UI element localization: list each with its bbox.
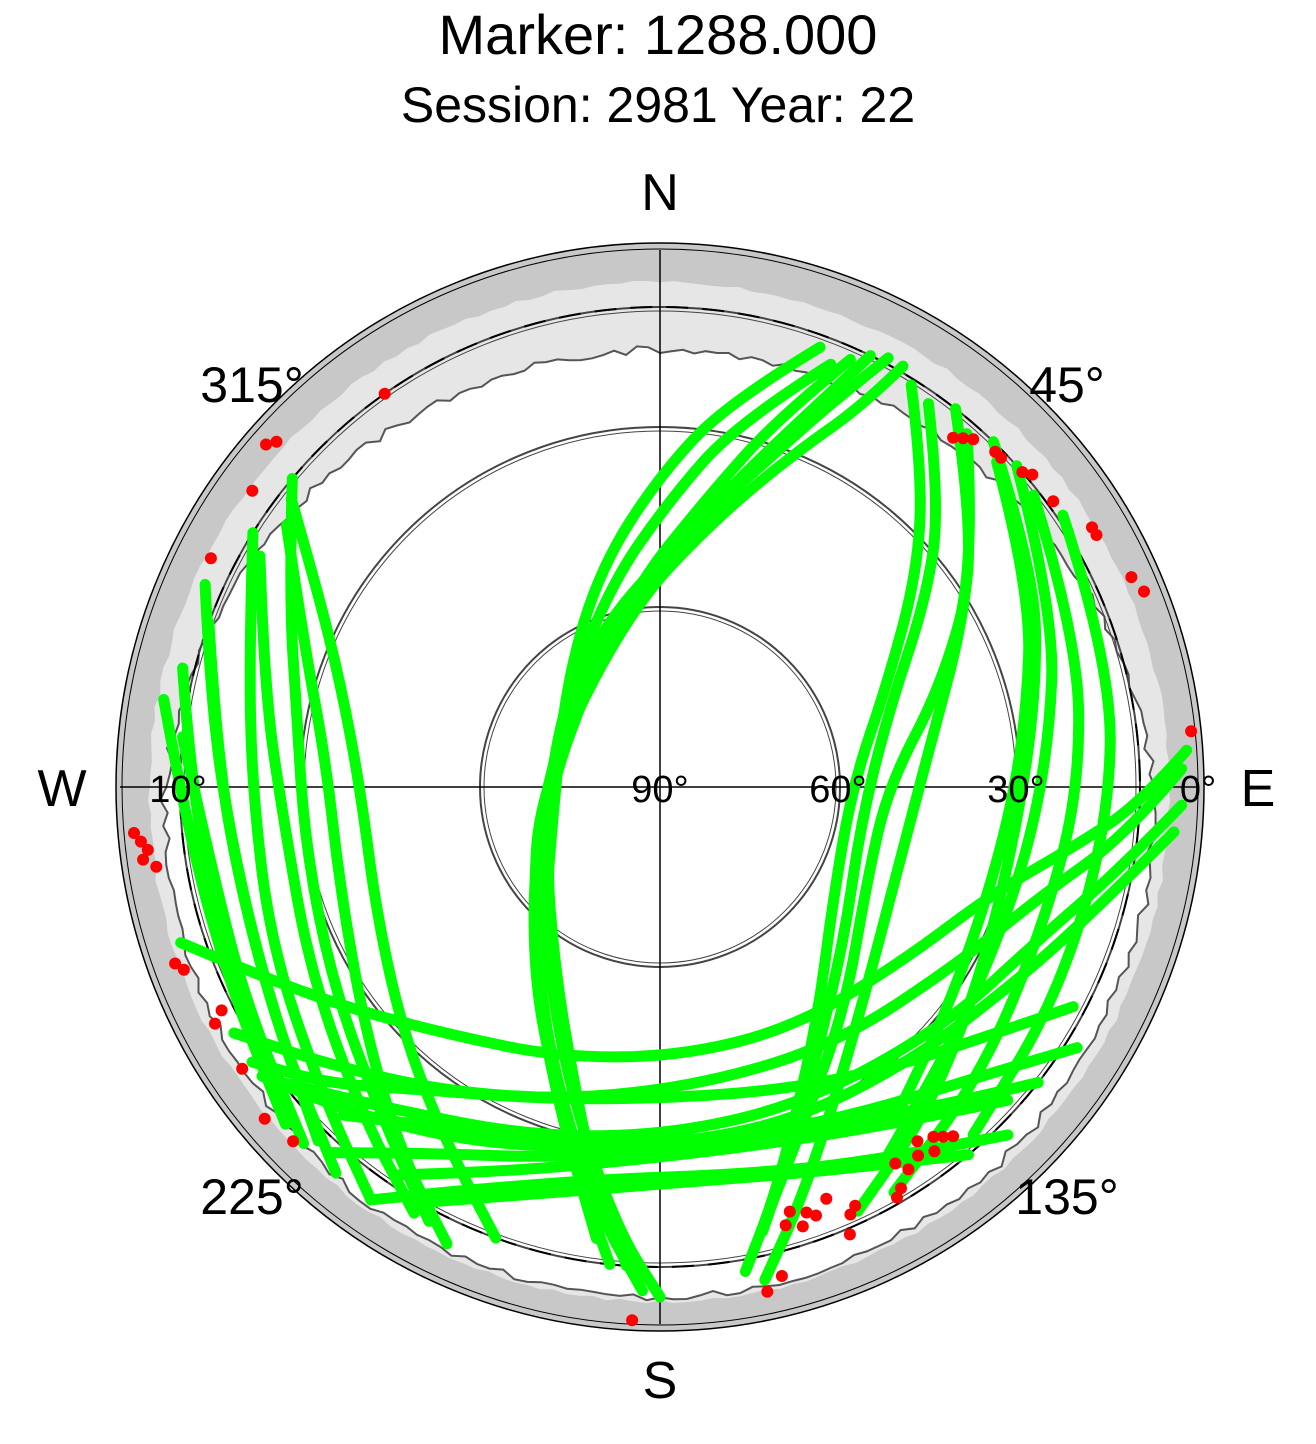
flagged-point-11 bbox=[1138, 585, 1150, 598]
elevation-label-0: 0° bbox=[1180, 769, 1216, 811]
flagged-point-39 bbox=[150, 860, 163, 873]
flagged-point-26 bbox=[783, 1205, 796, 1218]
satellite-track-20 bbox=[285, 473, 435, 1227]
flagged-point-7 bbox=[1047, 495, 1060, 508]
azimuth-label-315: 315° bbox=[200, 357, 303, 413]
flagged-point-28 bbox=[820, 1192, 833, 1205]
flagged-point-22 bbox=[891, 1191, 903, 1204]
elevation-label-30: 30° bbox=[987, 769, 1044, 811]
satellite-track-27 bbox=[158, 694, 291, 1130]
satellite-track-29 bbox=[246, 1001, 1079, 1105]
flagged-point-46 bbox=[287, 1135, 300, 1148]
flagged-point-33 bbox=[761, 1285, 774, 1298]
flagged-point-35 bbox=[128, 827, 140, 839]
elevation-label-90: 90° bbox=[631, 769, 688, 811]
west-label: W bbox=[37, 760, 86, 818]
satellite-track-11 bbox=[888, 456, 1035, 1127]
flagged-point-23 bbox=[810, 1209, 822, 1222]
satellite-tracks bbox=[158, 341, 1193, 1303]
flagged-point-37 bbox=[141, 843, 154, 856]
flagged-point-4 bbox=[995, 451, 1007, 464]
azimuth-label-135: 135° bbox=[1015, 1169, 1118, 1225]
flagged-point-29 bbox=[849, 1199, 862, 1212]
flagged-point-14 bbox=[937, 1130, 950, 1143]
chart-title: Marker: 1288.000 bbox=[438, 3, 878, 66]
flagged-point-43 bbox=[209, 1017, 221, 1030]
flagged-point-40 bbox=[169, 957, 182, 970]
flagged-point-48 bbox=[260, 438, 272, 451]
flagged-point-2 bbox=[947, 431, 960, 444]
flagged-point-25 bbox=[796, 1220, 809, 1233]
flagged-point-41 bbox=[177, 963, 190, 976]
flagged-point-47 bbox=[270, 435, 283, 448]
flagged-point-18 bbox=[912, 1149, 925, 1162]
flagged-point-32 bbox=[775, 1270, 788, 1282]
flagged-point-20 bbox=[889, 1157, 902, 1170]
azimuth-label-45: 45° bbox=[1029, 357, 1105, 413]
flagged-point-38 bbox=[137, 853, 150, 866]
flagged-point-15 bbox=[927, 1130, 940, 1143]
flagged-point-45 bbox=[258, 1112, 271, 1125]
flagged-point-42 bbox=[215, 1004, 228, 1017]
flagged-point-24 bbox=[800, 1206, 813, 1219]
satellite-track-31 bbox=[325, 1077, 1044, 1162]
flagged-point-5 bbox=[1016, 466, 1029, 479]
satellite-track-21 bbox=[281, 519, 453, 1250]
flagged-point-31 bbox=[843, 1228, 856, 1241]
flagged-points bbox=[128, 387, 1198, 1327]
satellite-track-9 bbox=[766, 428, 975, 1210]
azimuth-label-225: 225° bbox=[200, 1169, 303, 1225]
elevation-label-10: 10° bbox=[149, 769, 206, 811]
flagged-point-6 bbox=[1026, 468, 1039, 481]
flagged-point-19 bbox=[902, 1163, 915, 1176]
satellite-track-19 bbox=[285, 493, 502, 1244]
plot-labels: N S W E 45° 135° 225° 315° 0° 30° 60° 90… bbox=[37, 164, 1275, 1410]
flagged-point-13 bbox=[947, 1130, 960, 1143]
satellite-track-25 bbox=[203, 617, 342, 1179]
flagged-point-17 bbox=[911, 1135, 924, 1148]
east-label: E bbox=[1241, 760, 1276, 818]
flagged-point-1 bbox=[967, 433, 980, 446]
flagged-point-36 bbox=[134, 835, 147, 848]
satellite-track-10 bbox=[852, 436, 1042, 1217]
flagged-point-27 bbox=[779, 1219, 792, 1232]
flagged-point-0 bbox=[957, 432, 970, 445]
satellite-track-34 bbox=[414, 1149, 974, 1209]
satellite-track-33 bbox=[365, 1129, 1014, 1206]
flagged-point-12 bbox=[1185, 725, 1198, 738]
flagged-point-34 bbox=[626, 1314, 639, 1327]
south-label: S bbox=[643, 1352, 678, 1410]
satellite-track-17 bbox=[276, 799, 1188, 1142]
north-label: N bbox=[641, 164, 679, 222]
satellite-track-22 bbox=[244, 527, 377, 1206]
chart-subtitle: Session: 2981 Year: 22 bbox=[400, 77, 916, 133]
flagged-point-51 bbox=[378, 387, 391, 400]
satellite-track-32 bbox=[392, 1094, 1014, 1181]
flagged-point-21 bbox=[895, 1182, 907, 1195]
elevation-label-60: 60° bbox=[809, 769, 866, 811]
satellite-track-28 bbox=[177, 731, 310, 1149]
flagged-point-50 bbox=[204, 552, 217, 565]
flagged-point-49 bbox=[246, 484, 259, 497]
flagged-point-44 bbox=[236, 1062, 249, 1075]
flagged-point-16 bbox=[928, 1145, 941, 1158]
flagged-point-9 bbox=[1090, 529, 1103, 541]
flagged-point-10 bbox=[1125, 571, 1138, 584]
flagged-point-30 bbox=[844, 1208, 857, 1221]
